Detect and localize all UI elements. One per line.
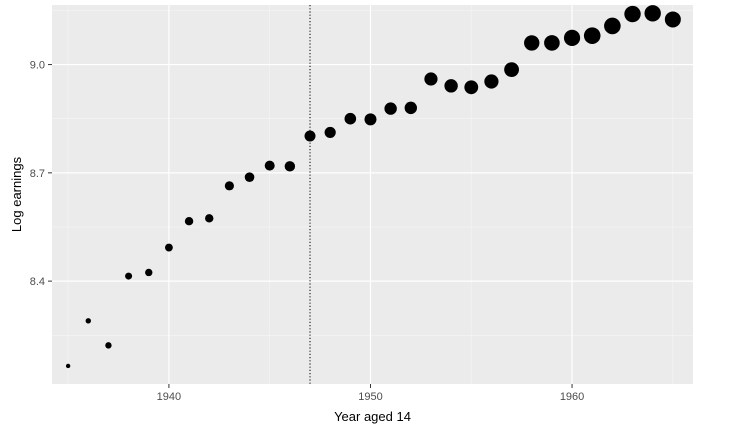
data-point: [424, 72, 438, 86]
data-point: [65, 363, 71, 369]
data-point: [85, 318, 91, 324]
data-point: [145, 268, 153, 277]
data-point: [264, 160, 275, 171]
y-tick-label: 8.4: [30, 276, 45, 288]
data-point: [504, 62, 519, 78]
data-point: [444, 79, 458, 93]
major-gridlines: [52, 5, 693, 384]
data-point: [284, 161, 296, 172]
x-tick-label: 1960: [560, 391, 584, 403]
data-point: [583, 27, 601, 44]
x-tick-label: 1940: [157, 391, 181, 403]
data-point: [184, 217, 194, 226]
data-point: [244, 172, 255, 182]
data-point: [563, 29, 581, 46]
plot-panel: [52, 5, 693, 384]
data-point: [484, 74, 499, 89]
data-point: [304, 130, 316, 142]
x-axis-ticks: 1940 1950 1960: [157, 384, 584, 403]
data-point: [224, 181, 234, 191]
data-point: [384, 102, 397, 115]
data-point: [344, 112, 357, 125]
data-point: [604, 17, 621, 35]
data-point: [464, 80, 479, 95]
data-point: [364, 113, 377, 126]
y-tick-label: 9.0: [30, 60, 45, 72]
data-point: [404, 101, 417, 115]
data-points: [65, 5, 681, 369]
y-tick-label: 8.7: [30, 168, 45, 180]
data-point: [324, 126, 336, 139]
data-point: [664, 11, 681, 28]
data-point: [165, 243, 173, 252]
data-point: [125, 272, 133, 280]
data-point: [644, 5, 661, 22]
data-point: [544, 35, 560, 51]
x-tick-label: 1950: [358, 391, 382, 403]
data-point: [105, 342, 112, 349]
y-axis-ticks: 8.4 8.7 9.0: [30, 60, 52, 288]
x-axis-title: Year aged 14: [334, 409, 411, 424]
data-point: [205, 214, 214, 223]
y-axis-title: Log earnings: [9, 156, 24, 232]
data-point: [524, 35, 540, 51]
data-point: [624, 5, 641, 23]
